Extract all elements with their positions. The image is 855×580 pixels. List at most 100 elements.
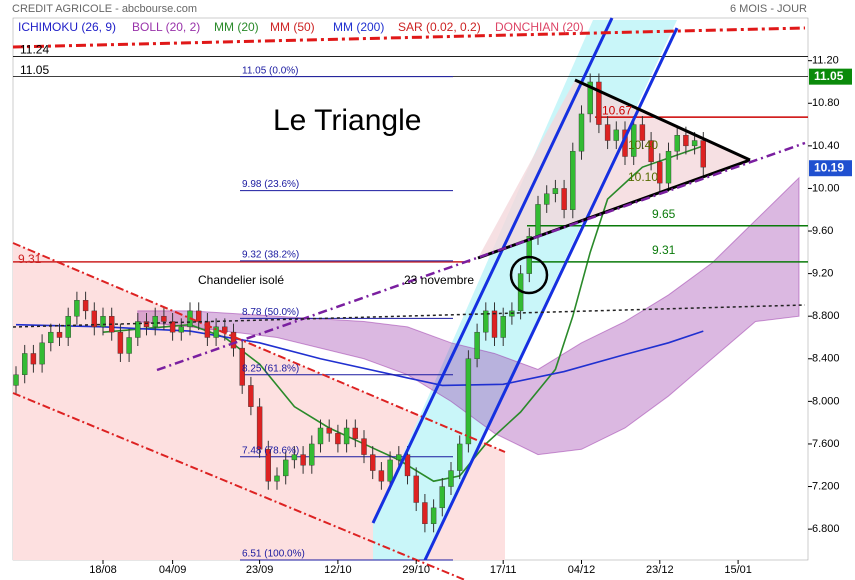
chart-title: CREDIT AGRICOLE - abcbourse.com [12,3,197,15]
candle-body [352,427,358,439]
candle-body [335,433,341,445]
level-label: 10.10 [628,170,658,184]
triangle-line [574,78,751,162]
candle-body [691,140,698,147]
candle-body [404,454,411,477]
x-tick-label: 18/08 [89,564,117,576]
candle-body [457,443,463,471]
candle-body [82,300,89,312]
candle-body [631,124,637,157]
candle-body [570,150,576,210]
cloud-area [137,176,800,456]
candle-body [91,310,98,328]
x-tick-label: 12/10 [324,564,352,576]
candle-body [343,427,350,445]
candle-body [239,347,245,386]
candle-body [648,140,654,163]
candle-body [439,486,445,509]
legend-entry: MM (200) [333,20,384,34]
legend-entry: ICHIMOKU (26, 9) [18,20,116,34]
x-tick-label: 17/11 [490,564,517,576]
price-tag [809,160,852,177]
candle-body [483,310,489,333]
candle-body [361,438,367,455]
candle-body [161,315,167,322]
candle-body [22,353,28,375]
candle-body [30,353,37,365]
fibonacci-label: 8.78 (50.0%) [242,307,299,318]
fibonacci-label: 11.05 (0.0%) [242,65,299,76]
candle-body [474,331,480,359]
price-tag [809,68,852,85]
trend-line [12,26,806,49]
candle-body [448,470,454,487]
channel-line [423,27,679,561]
y-tick-label: 10.80 [812,97,840,109]
reference-label: 11.05 [20,63,49,77]
candle-body [465,358,472,445]
reference-label: 9.31 [18,252,42,266]
candle-body [544,193,550,205]
candle-body [317,427,324,445]
price-tag-label: 11.05 [814,69,844,83]
candle-body [248,385,254,407]
candle-body [143,321,150,328]
candle-body [657,161,663,184]
candle-body [413,475,419,503]
y-tick-label: 9.60 [812,225,833,237]
candle-body [491,310,498,338]
candle-body [169,321,176,333]
candle-body [587,81,593,115]
candle-body [309,443,315,466]
x-tick-label: 04/12 [568,564,596,576]
x-tick-label: 04/09 [159,564,187,576]
candle-body [100,315,106,328]
candle-body [178,326,185,333]
legend-entry: MM (50) [270,20,315,34]
candle-body [604,124,611,141]
candle-body [387,459,393,482]
candle-body [370,454,376,471]
candle-body [13,374,19,386]
highlight-circle [509,255,549,295]
candle-body [674,135,680,152]
y-tick-label: 11.20 [812,55,839,67]
candle-body [152,315,158,328]
y-tick-label: 10.00 [812,182,840,194]
y-tick-label: 8.800 [812,310,840,322]
legend-entry: BOLL (20, 2) [132,20,200,34]
trend-line [156,141,806,372]
candle-body [500,315,506,338]
candle-body [230,331,237,349]
legend-entry: SAR (0.02, 0.2) [398,20,481,34]
x-tick-label: 23/12 [646,564,674,576]
candle-body [135,321,141,338]
annotation: Le Triangle [273,104,421,137]
y-tick-label: 7.200 [812,480,840,492]
chart-subtitle: 6 MOIS - JOUR [730,3,807,15]
candle-body [256,406,263,450]
candle-body [613,129,619,141]
candle-body [639,124,646,141]
candle-body [291,454,298,461]
candle-body [195,310,202,322]
level-label: 10.40 [628,138,658,152]
candle-body [665,150,672,184]
y-tick-label: 6.800 [812,523,840,535]
candle-body [56,331,63,338]
candle-body [526,236,532,274]
candle-body [578,113,585,152]
trend-line [12,304,806,328]
channel-line [12,242,506,453]
indicator-layer [13,56,808,561]
candle-body [48,331,54,344]
annotation: Chandelier isolé [198,273,284,287]
channel-line [371,17,614,524]
candle-body [535,204,541,237]
legend-entry: MM (20) [214,20,259,34]
triangle-fill [478,80,750,258]
moving-average [102,145,704,483]
candle-body [39,342,45,365]
annotation: 23 novembre [404,273,474,287]
candle-body [596,81,602,125]
